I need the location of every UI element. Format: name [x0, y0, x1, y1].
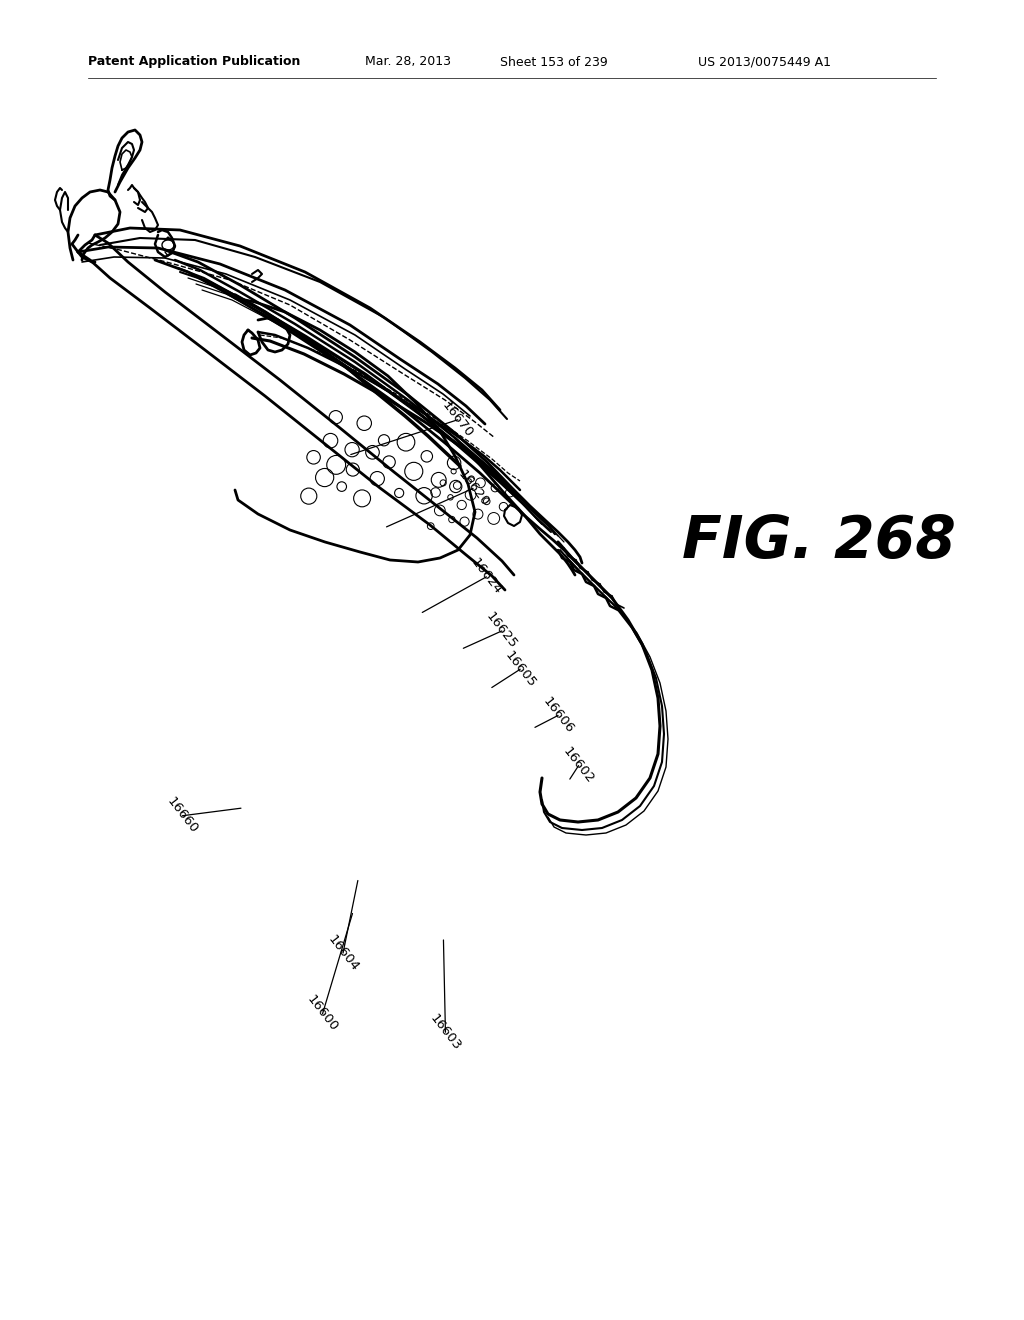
Text: 16670: 16670 [439, 399, 476, 441]
Text: FIG. 268: FIG. 268 [682, 512, 956, 570]
Text: 16605: 16605 [502, 648, 539, 690]
Text: 16603: 16603 [427, 1011, 464, 1053]
Text: Mar. 28, 2013: Mar. 28, 2013 [365, 55, 451, 69]
Text: 16624: 16624 [468, 556, 505, 598]
Text: 16604: 16604 [325, 932, 361, 974]
Text: 16620: 16620 [455, 467, 492, 510]
Text: 16625: 16625 [483, 610, 520, 652]
Text: Sheet 153 of 239: Sheet 153 of 239 [500, 55, 608, 69]
Text: Patent Application Publication: Patent Application Publication [88, 55, 300, 69]
Text: 16602: 16602 [560, 744, 597, 787]
Text: 16660: 16660 [164, 795, 201, 837]
Text: 16600: 16600 [304, 993, 341, 1035]
Text: US 2013/0075449 A1: US 2013/0075449 A1 [698, 55, 831, 69]
Text: 16606: 16606 [540, 694, 577, 737]
